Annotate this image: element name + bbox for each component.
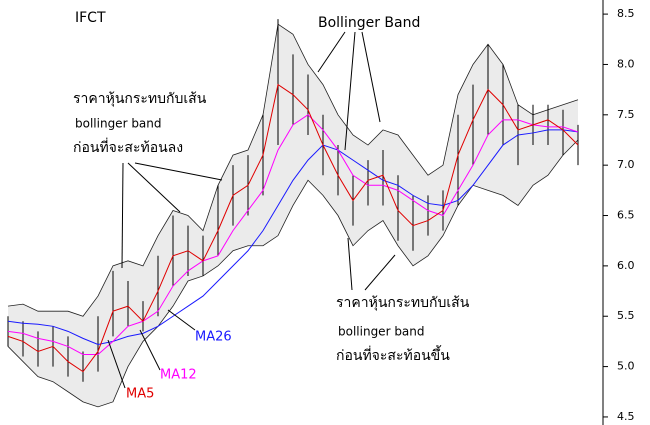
band-fill	[8, 24, 578, 407]
pointer	[361, 31, 381, 123]
y-tick-label: 7.0	[617, 158, 635, 171]
pointer	[134, 162, 223, 181]
ma-label: MA26	[195, 330, 232, 345]
annotation: ก่อนที่จะสะท้อนลง	[73, 138, 183, 156]
ma-line	[7, 129, 579, 345]
pointer	[317, 31, 346, 73]
pointers	[107, 31, 396, 389]
ma-line	[7, 114, 579, 356]
annotation: ราคาหุ้นกระทบกับเส้น	[336, 295, 470, 311]
pointer	[127, 162, 181, 213]
annotation: bollinger band	[338, 325, 425, 339]
ma-label: MA5	[126, 387, 154, 402]
band-upper	[7, 23, 579, 317]
band-label: Bollinger Band	[318, 15, 420, 31]
y-tick-label: 6.0	[617, 259, 635, 272]
chart-title: IFCT	[75, 10, 106, 26]
ma-line	[7, 83, 579, 373]
y-tick-label: 5.0	[617, 360, 635, 373]
pointer	[344, 31, 356, 151]
y-tick-label: 6.5	[617, 209, 635, 222]
y-tick-label: 8.5	[617, 7, 635, 20]
y-tick-label: 5.5	[617, 309, 635, 322]
y-tick-label: 7.5	[617, 108, 635, 121]
annotation: ก่อนที่จะสะท้อนขึ้น	[336, 345, 450, 364]
annotation: ราคาหุ้นกระทบกับเส้น	[73, 91, 207, 107]
plot	[7, 19, 579, 408]
pointer	[364, 254, 396, 291]
y-tick-label: 8.0	[617, 57, 635, 70]
pointer	[167, 309, 196, 331]
pointer	[121, 162, 124, 269]
pointer	[347, 237, 353, 291]
pointer	[107, 339, 126, 389]
y-tick-label: 4.5	[617, 410, 635, 423]
band-lower	[7, 139, 579, 408]
ma-label: MA12	[160, 368, 197, 383]
annotation: bollinger band	[75, 117, 162, 131]
pointer	[139, 329, 161, 371]
